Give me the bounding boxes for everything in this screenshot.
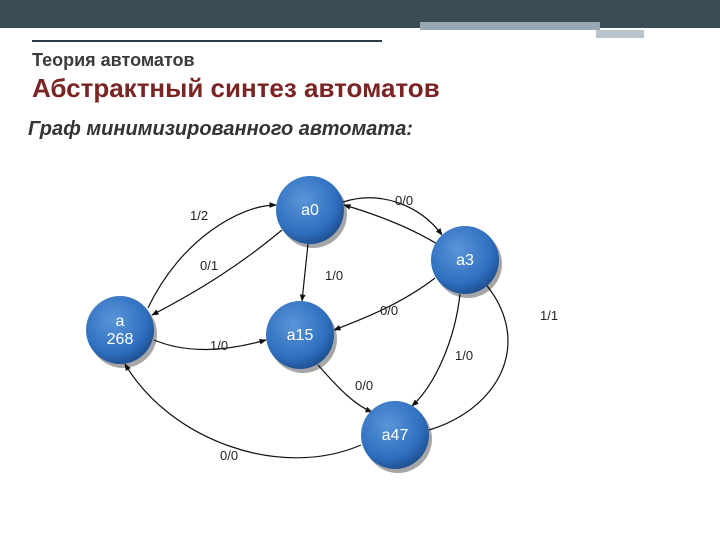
node-a15: a15 — [266, 301, 337, 373]
edge-label-a15-a47: 0/0 — [355, 378, 373, 393]
svg-text:a0: a0 — [301, 202, 319, 219]
topbar-accent-2 — [596, 30, 644, 38]
svg-text:a3: a3 — [456, 252, 474, 269]
edge-label-a0-a15: 1/0 — [325, 268, 343, 283]
edge-a0-a15 — [302, 244, 308, 301]
svg-text:268: 268 — [107, 331, 134, 348]
automaton-graph: 1/2 0/1 1/0 1/0 0/0 0/0 1/0 0/0 1/1 0/0 a268 a0 a15… — [60, 150, 610, 490]
svg-text:a15: a15 — [287, 327, 314, 344]
topbar — [0, 0, 720, 36]
edge-label-a0-a3: 0/0 — [395, 193, 413, 208]
edge-label-a47-a268: 0/0 — [220, 448, 238, 463]
node-a47: a47 — [361, 401, 432, 473]
svg-text:a47: a47 — [382, 427, 409, 444]
subject-text: Теория автоматов — [32, 50, 440, 71]
node-a0: a0 — [276, 176, 347, 248]
edge-a3-a47 — [412, 294, 460, 406]
caption-text: Граф минимизированного автомата: — [28, 118, 413, 141]
node-a268: a268 — [86, 296, 157, 368]
edge-label-a3-a47: 1/0 — [455, 348, 473, 363]
title-text: Абстрактный синтез автоматов — [32, 73, 440, 104]
heading-block: Теория автоматов Абстрактный синтез авто… — [32, 50, 440, 104]
node-a3: a3 — [431, 226, 502, 298]
svg-text:a: a — [116, 313, 125, 330]
edge-label-a3-a15: 0/0 — [380, 303, 398, 318]
topbar-accent-1 — [420, 22, 600, 30]
edge-a0-a3 — [343, 198, 442, 235]
edge-label-a0-a268: 0/1 — [200, 258, 218, 273]
graph-svg: 1/2 0/1 1/0 1/0 0/0 0/0 1/0 0/0 1/1 0/0 a268 a0 a15… — [60, 150, 610, 490]
topbar-underline — [32, 40, 382, 42]
edge-label-a268-a0: 1/2 — [190, 208, 208, 223]
edge-label-a47-a0: 1/1 — [540, 308, 558, 323]
edge-a47-a268 — [125, 364, 361, 458]
topbar-dark-band — [0, 0, 720, 28]
edge-a268-a0 — [148, 205, 276, 308]
edge-label-a268-a15: 1/0 — [210, 338, 228, 353]
